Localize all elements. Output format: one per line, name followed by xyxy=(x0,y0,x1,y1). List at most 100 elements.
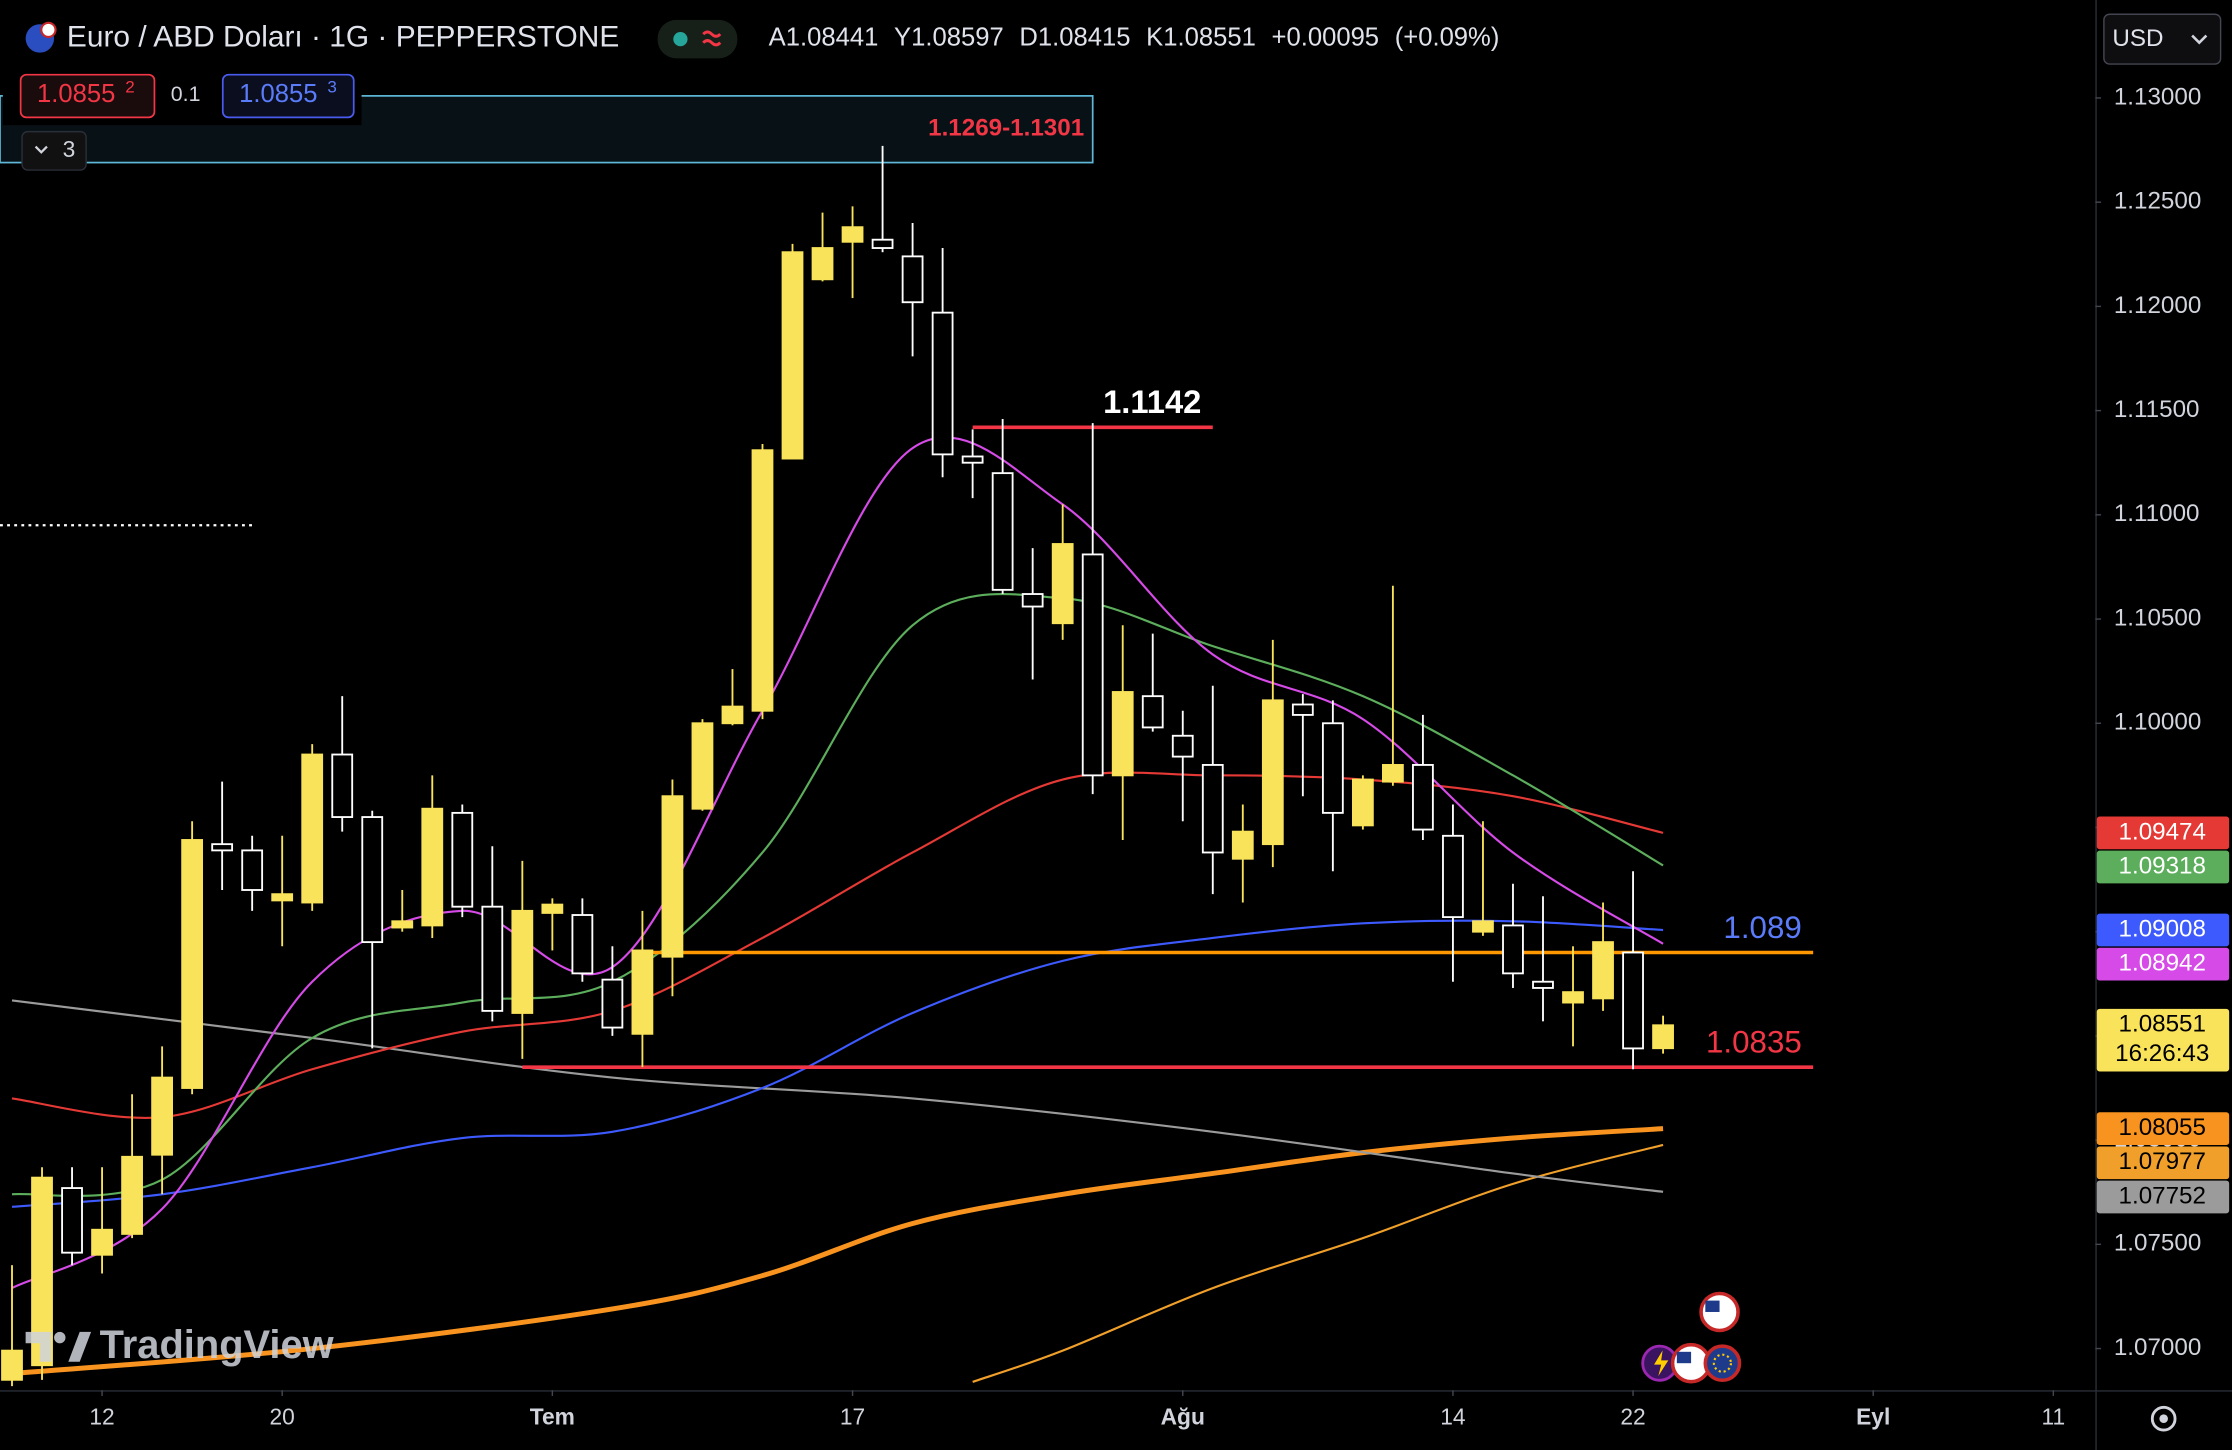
candle-body xyxy=(781,251,804,460)
status-pill[interactable] xyxy=(657,19,738,59)
x-tick-label: Tem xyxy=(530,1404,575,1430)
indicators-toggle[interactable] xyxy=(21,130,87,171)
logo-dot xyxy=(54,1331,66,1344)
candle-body xyxy=(451,811,474,908)
ohlc-value: 1.08551 xyxy=(1163,23,1256,51)
candle-body xyxy=(601,978,624,1029)
candle-body xyxy=(1351,778,1374,827)
price-tag xyxy=(2096,850,2230,884)
x-tick-label: 14 xyxy=(1440,1404,1465,1430)
candle-body xyxy=(301,753,324,904)
candle-body xyxy=(91,1228,113,1256)
sell-pip: 2 xyxy=(125,78,135,97)
candle-body xyxy=(1442,834,1464,919)
price-tag-label: 1.09318 xyxy=(2119,852,2206,879)
x-tick-label: Ağu xyxy=(1161,1404,1205,1430)
candle-body xyxy=(31,1176,53,1367)
currency-select[interactable] xyxy=(2103,13,2222,65)
x-tick-label: 12 xyxy=(89,1404,114,1430)
candle-body xyxy=(1201,764,1224,854)
candle-body xyxy=(1652,1024,1674,1050)
candle-body xyxy=(1532,980,1554,989)
candle-body xyxy=(871,238,894,249)
ohlc-value: 1.08441 xyxy=(786,23,879,51)
change-percent: (+0.09%) xyxy=(1395,23,1500,51)
data-status-icon xyxy=(702,30,722,47)
flag-part xyxy=(1676,1351,1692,1364)
horizontal-line-label: 1.0835 xyxy=(1706,1025,1802,1060)
buy-pip: 3 xyxy=(327,78,337,97)
candle-body xyxy=(1261,699,1284,846)
price-tag xyxy=(2096,947,2230,981)
moving-average-line xyxy=(11,1126,1664,1377)
candle-body xyxy=(631,949,654,1035)
event-flag[interactable] xyxy=(1703,1344,1742,1383)
ohlc-legend: A1.08441 Y1.08597 D1.08415 K1.08551 +0.0… xyxy=(769,23,1500,51)
candle-body xyxy=(1051,543,1074,625)
y-tick-label: 1.10000 xyxy=(2114,709,2201,736)
x-tick-label: 17 xyxy=(840,1404,865,1430)
price-tag xyxy=(2096,816,2230,850)
change: +0.00095 xyxy=(1272,23,1380,51)
price-tag-label: 1.09474 xyxy=(2119,818,2206,845)
moving-average-line xyxy=(11,771,1664,1119)
plot-area: 1.1269-1.1301 1.089 1.0835 1.1142 xyxy=(0,95,1814,1387)
x-tick-label: Eyl xyxy=(1856,1404,1890,1430)
price-tag xyxy=(2096,1180,2230,1214)
zone-label: 1.1269-1.1301 xyxy=(928,115,1084,142)
flag-part xyxy=(1712,1353,1733,1373)
symbol-title[interactable]: Euro / ABD Doları · 1G · PEPPERSTONE xyxy=(67,20,619,53)
price-tag-label: 1.08942 xyxy=(2119,950,2206,977)
candle-body xyxy=(511,909,534,1014)
settings-button[interactable] xyxy=(2150,1405,2177,1432)
price-tag-label: 1.08551 xyxy=(2119,1011,2206,1038)
ohlc-label: A xyxy=(769,23,787,51)
header: Euro / ABD Doları · 1G · PEPPERSTONE A1.… xyxy=(2,13,2222,171)
y-tick-label: 1.11500 xyxy=(2114,396,2200,423)
candle-body xyxy=(541,903,564,914)
candle-body xyxy=(271,893,294,902)
price-tag xyxy=(2096,913,2230,947)
candle-body xyxy=(901,255,924,304)
candle-body xyxy=(421,807,444,927)
y-tick-label: 1.11000 xyxy=(2114,500,2200,527)
chevron xyxy=(34,145,48,154)
watermark-text: TradingView xyxy=(100,1323,335,1367)
candle-body xyxy=(1622,951,1644,1050)
candle-body xyxy=(751,449,774,712)
ohlc-label: K xyxy=(1146,23,1163,51)
horizontal-line-label: 1.1142 xyxy=(1103,383,1201,420)
candle-body xyxy=(1502,924,1524,975)
gear-center xyxy=(2159,1414,2168,1423)
logo-shape xyxy=(25,1331,52,1362)
candle-body xyxy=(1472,920,1494,933)
candle-body xyxy=(691,722,714,810)
spread: 0.1 xyxy=(171,82,201,106)
candle-body xyxy=(481,905,504,1012)
candle-body xyxy=(721,705,744,725)
x-tick-label: 22 xyxy=(1620,1404,1645,1430)
moving-average-line xyxy=(11,436,1664,1290)
candle-body xyxy=(61,1187,83,1254)
candle-body xyxy=(1,1349,23,1381)
y-tick-label: 1.13000 xyxy=(2114,83,2201,110)
buy-button[interactable] xyxy=(221,73,355,119)
candle-body xyxy=(1141,695,1164,729)
sell-button[interactable] xyxy=(19,73,156,119)
ohlc-label: D xyxy=(1019,23,1038,51)
candle-body xyxy=(331,753,354,818)
candle-body xyxy=(181,839,204,1089)
candle-body xyxy=(121,1155,143,1235)
candle-body xyxy=(811,247,834,281)
market-status-dot xyxy=(673,32,688,47)
axes: 1.070001.075001.080001.085001.090001.095… xyxy=(89,83,2230,1430)
candle-body xyxy=(211,843,234,852)
price-tag-label: 1.07977 xyxy=(2119,1148,2206,1175)
candle-body xyxy=(1562,991,1584,1004)
y-tick-label: 1.10500 xyxy=(2114,604,2201,631)
currency-label: USD xyxy=(2112,25,2163,52)
x-tick-label: 20 xyxy=(270,1404,295,1430)
candle-body xyxy=(391,920,414,929)
